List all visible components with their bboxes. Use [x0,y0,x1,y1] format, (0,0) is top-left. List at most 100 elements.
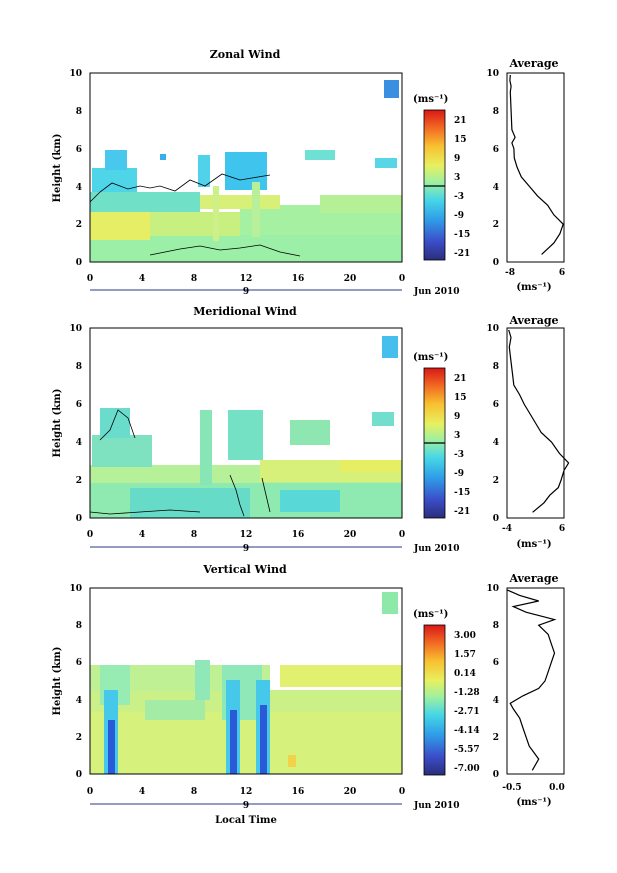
x-axis: 0 4 8 12 16 20 0 9 Jun 2010 [87,274,460,297]
x-tick-label: 20 [344,787,357,797]
x-tick-label: 0 [399,530,405,540]
colorbar-tick: -5.57 [454,745,480,755]
y-tick-label: 2 [76,733,82,743]
field-block [90,192,200,212]
colorbar-ramp [423,109,446,261]
colorbar-tick: 3 [454,431,460,441]
field-block [213,186,219,241]
y-tick-label: 4 [76,438,82,448]
colorbar-tick: 15 [454,393,467,403]
x-tick-label: 0 [87,274,93,284]
field-block [108,720,115,774]
field-block [260,705,267,774]
zero-contour [149,244,301,257]
field-block [225,152,267,190]
y-tick-label: 0 [76,258,82,268]
colorbar-unit: (ms⁻¹) [413,352,448,363]
profile-x-tick: 6 [559,524,565,534]
y-tick-label: 0 [76,770,82,780]
profile-y-tick: 10 [486,69,499,79]
y-tick-label: 10 [69,69,82,79]
y-tick-label: 8 [76,621,82,631]
day-label: 9 [243,287,249,297]
zero-contour [89,509,201,515]
field-block [100,408,130,438]
profile-y-tick: 4 [493,183,499,193]
x-tick-label: 4 [139,530,145,540]
colorbar: (ms⁻¹) 3.00 1.57 0.14 -1.28 -2.71 -4.14 … [413,609,480,776]
field-block [230,710,237,774]
profile-frame [506,587,565,775]
field-block [92,168,137,192]
colorbar-tick: -15 [454,488,470,498]
profile-y-tick: 6 [493,145,499,155]
field-block [92,435,152,467]
profile-line [506,589,557,771]
colorbar-tick: 9 [454,154,460,164]
profile-y-tick: 0 [493,514,499,524]
x-tick-label: 8 [191,274,197,284]
y-axis: 0 2 4 6 8 10 Height (km) [52,324,82,524]
profile-y-tick: 4 [493,696,499,706]
zero-contour [99,409,136,441]
x-tick-label: 20 [344,274,357,284]
field-block [384,80,399,98]
colorbar-tick: 3 [454,173,460,183]
x-tick-label: 12 [240,787,253,797]
x-tick-label: 16 [292,530,305,540]
colorbar-ramp [423,624,446,776]
x-tick-label: 0 [87,530,93,540]
day-label: 9 [243,544,249,554]
x-tick-label: 12 [240,530,253,540]
profile-title: Average [508,314,558,327]
field-block [320,195,402,213]
profile-y-tick: 4 [493,438,499,448]
field-block [305,150,335,160]
x-axis: 0 4 8 12 16 20 0 9 Jun 2010 Local Time [87,787,460,826]
date-label: Jun 2010 [413,801,460,811]
x-axis-label: Local Time [215,815,277,826]
colorbar-tick: -9 [454,469,464,479]
y-axis-label: Height (km) [52,134,63,203]
y-axis-label: Height (km) [52,389,63,458]
colorbar-tick: -4.14 [454,726,480,736]
colorbar-tick: 1.57 [454,650,476,660]
colorbar-tick: 0.14 [454,669,476,679]
field-block [90,710,402,774]
x-tick-label: 0 [399,274,405,284]
y-axis: 0 2 4 6 8 10 Height (km) [52,69,82,268]
colorbar-tick: -2.71 [454,707,480,717]
field-block [382,336,398,358]
heatmap-field [90,80,402,262]
profile-line [508,329,570,513]
colorbar-tick: 15 [454,135,467,145]
y-tick-label: 4 [76,183,82,193]
field-block [372,412,394,426]
field-block [290,420,330,445]
profile-y-tick: 2 [493,476,499,486]
y-tick-label: 8 [76,362,82,372]
y-tick-label: 2 [76,220,82,230]
field-block [288,755,296,767]
colorbar-unit: (ms⁻¹) [413,609,448,620]
profile-x-tick: -4 [502,524,512,534]
colorbar-tick: -3 [454,450,464,460]
profile-title: Average [508,572,558,585]
panel-title: Meridional Wind [193,305,297,318]
profile-x-label: (ms⁻¹) [516,539,551,550]
field-block [252,182,260,237]
profile-y-tick: 2 [493,733,499,743]
y-tick-label: 0 [76,514,82,524]
colorbar-tick: 3.00 [454,631,476,641]
profile-x-tick: 0.0 [549,783,565,793]
colorbar-tick: 21 [454,116,467,126]
plot-frame [89,587,403,775]
x-tick-label: 12 [240,274,253,284]
field-block [340,460,400,472]
day-label: 9 [243,801,249,811]
profile-y-tick: 10 [486,324,499,334]
field-block [228,410,263,460]
x-tick-label: 16 [292,274,305,284]
field-block [200,410,212,485]
profile-x-label: (ms⁻¹) [516,282,551,293]
